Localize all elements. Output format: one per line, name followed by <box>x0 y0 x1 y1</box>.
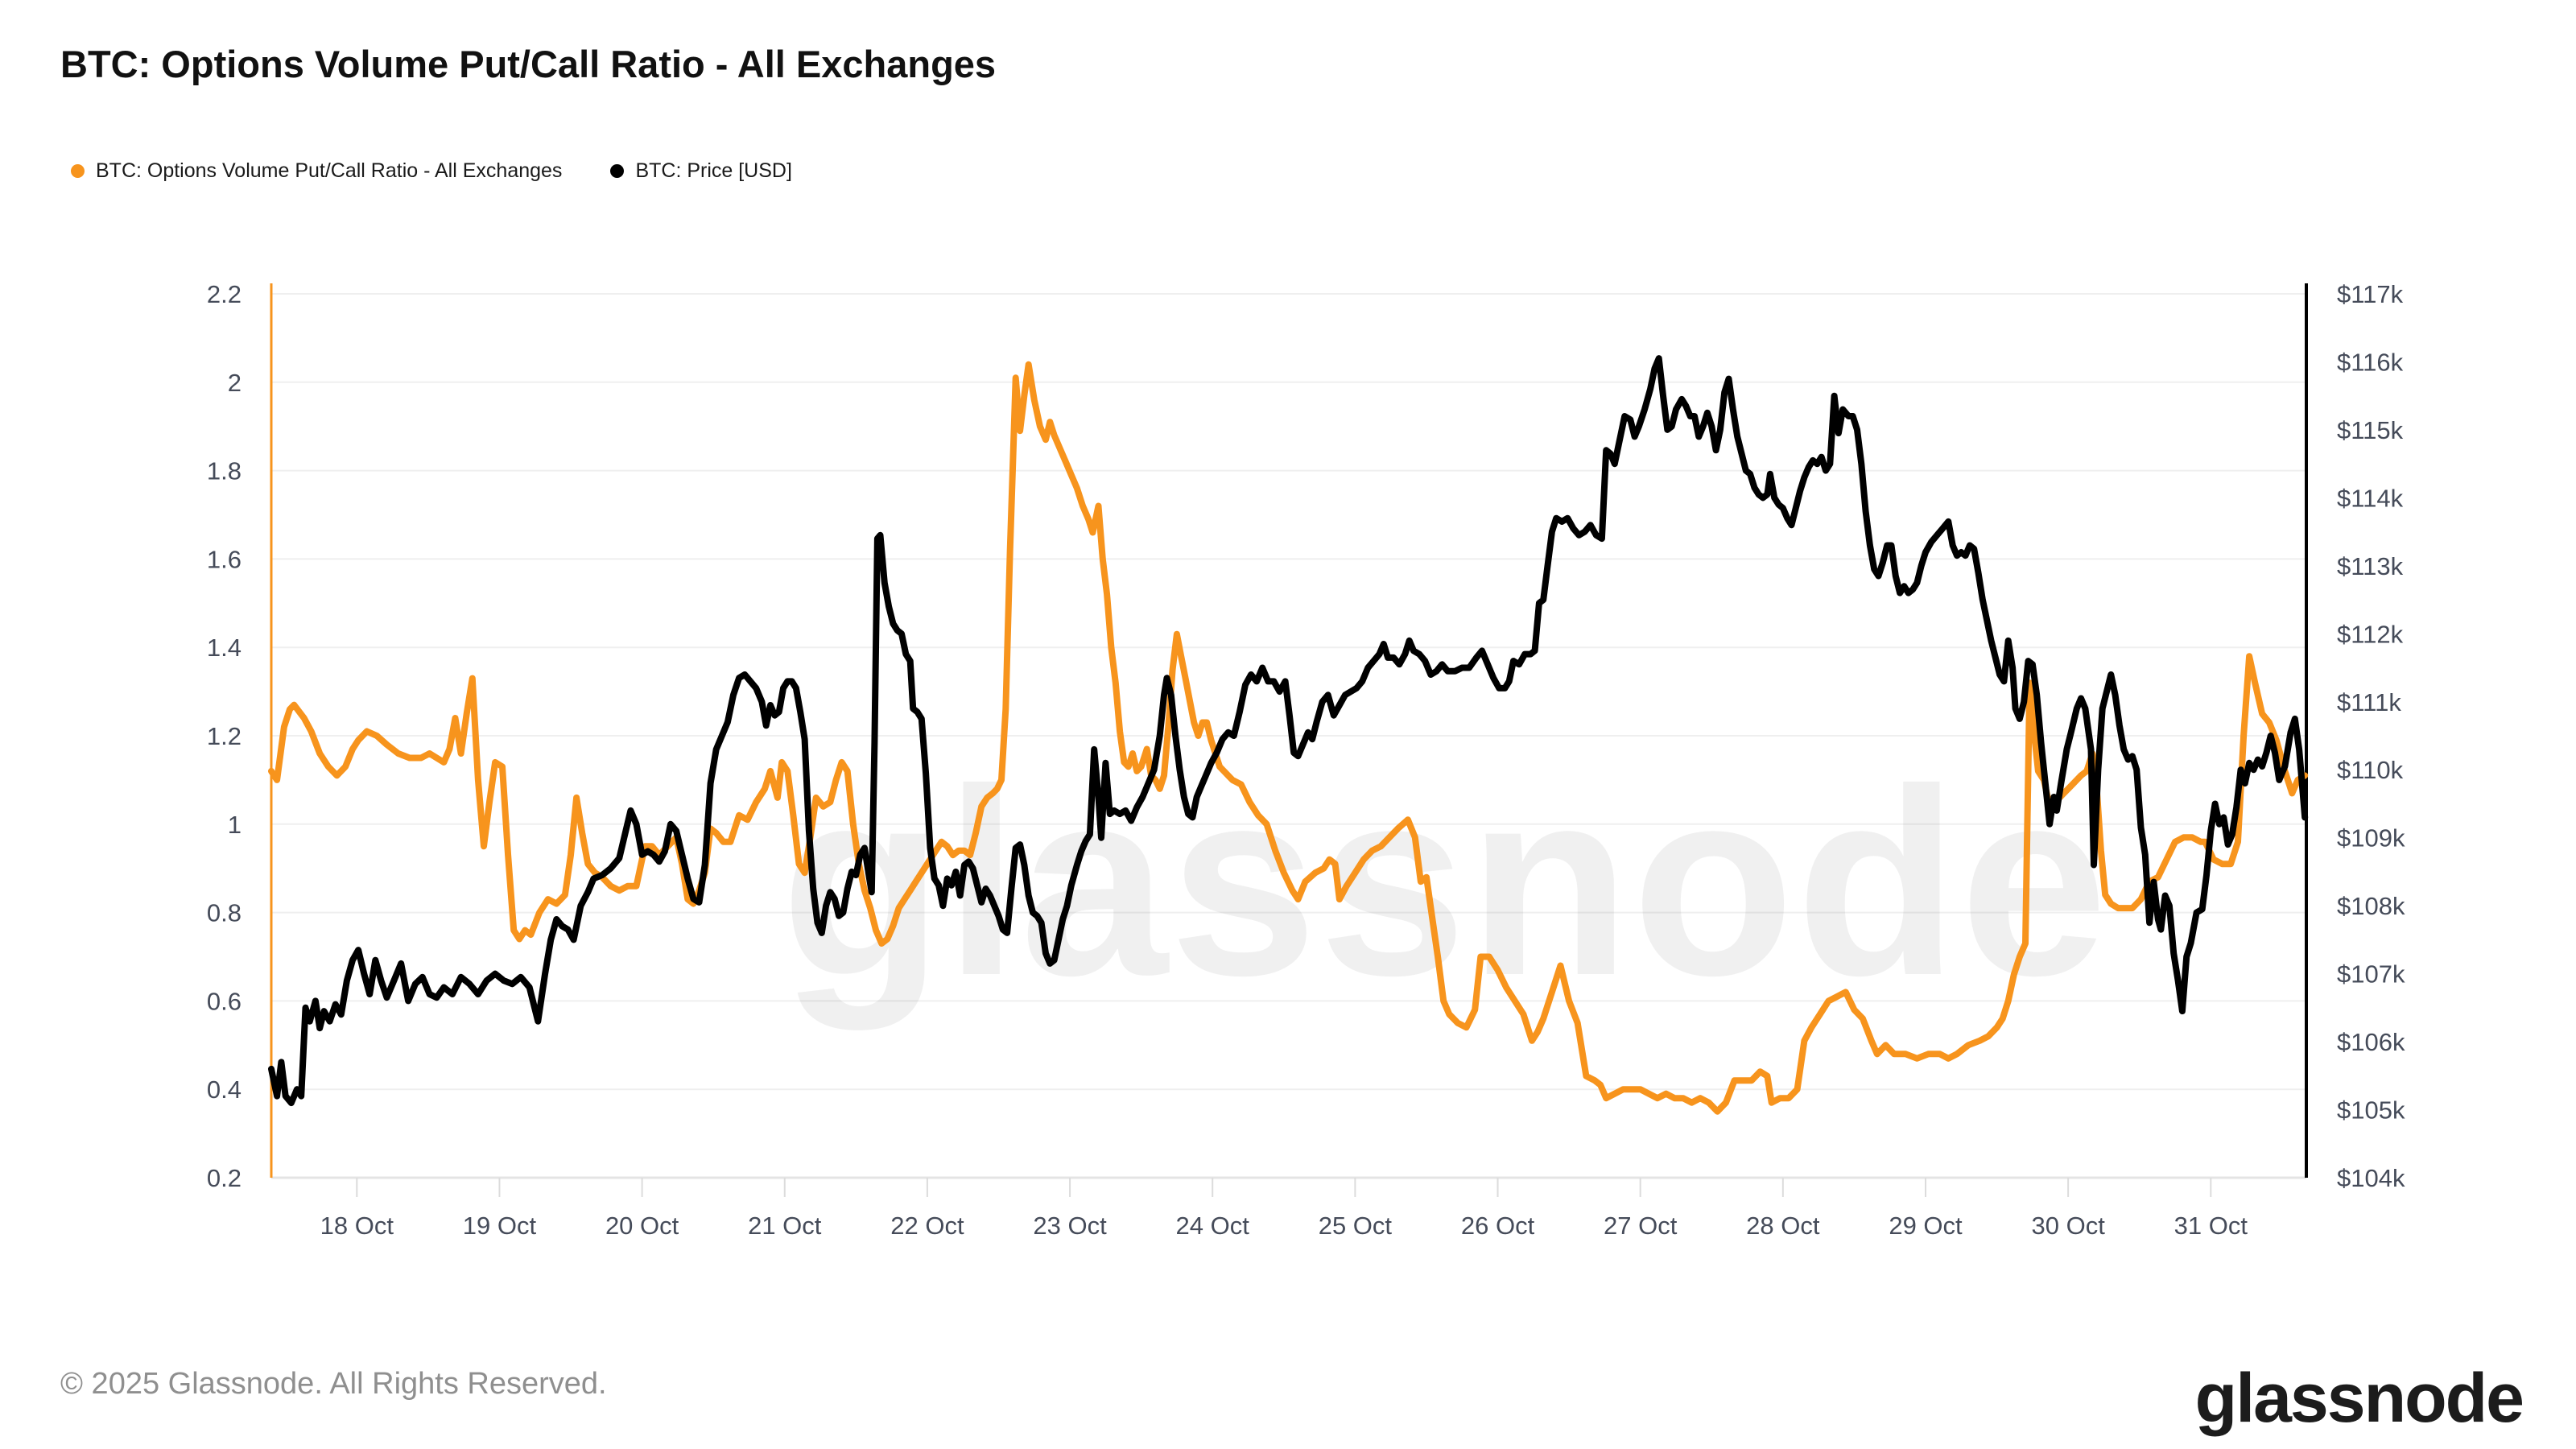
copyright-text: © 2025 Glassnode. All Rights Reserved. <box>60 1367 607 1401</box>
axis-label: 20 Oct <box>605 1212 679 1240</box>
axis-label: $117k <box>2337 280 2404 308</box>
page-title: BTC: Options Volume Put/Call Ratio - All… <box>60 43 997 85</box>
axis-label: 27 Oct <box>1604 1212 1678 1240</box>
axis-label: 2 <box>228 369 242 397</box>
series-line-btc_price_kusd <box>268 355 2309 1107</box>
axis-label: $104k <box>2337 1164 2405 1192</box>
axis-label: 30 Oct <box>2031 1212 2105 1240</box>
axis-label: 26 Oct <box>1461 1212 1535 1240</box>
series-line-put_call_ratio <box>268 361 2309 1115</box>
legend-dot-price-icon <box>610 164 625 178</box>
axis-label: 1.4 <box>207 634 242 662</box>
legend-item-ratio: BTC: Options Volume Put/Call Ratio - All… <box>71 159 562 183</box>
axis-label: 23 Oct <box>1033 1212 1107 1240</box>
axis-label: $114k <box>2337 484 2404 512</box>
axis-label: $107k <box>2337 960 2405 989</box>
axis-label: 0.2 <box>207 1164 242 1192</box>
axis-label: $112k <box>2337 620 2404 648</box>
axis-label: 2.2 <box>207 280 242 308</box>
axis-label: 1.2 <box>207 722 242 750</box>
axis-label: $108k <box>2337 892 2405 920</box>
axis-label: 21 Oct <box>748 1212 822 1240</box>
axis-label: 22 Oct <box>890 1212 964 1240</box>
axis-label: 1 <box>228 811 242 839</box>
axis-label: 1.6 <box>207 545 242 573</box>
axis-label: $113k <box>2337 552 2404 580</box>
axis-label: 24 Oct <box>1176 1212 1250 1240</box>
legend-label-ratio: BTC: Options Volume Put/Call Ratio - All… <box>96 159 563 182</box>
axis-label: 25 Oct <box>1319 1212 1393 1240</box>
axis-label: 0.8 <box>207 899 242 927</box>
axis-label: $106k <box>2337 1028 2405 1056</box>
axis-label: 31 Oct <box>2174 1212 2248 1240</box>
axis-label: 28 Oct <box>1746 1212 1820 1240</box>
glassnode-logo: glassnode <box>2194 1360 2524 1437</box>
axis-label: $111k <box>2337 688 2401 716</box>
axis-label: $110k <box>2337 756 2404 784</box>
axis-label: $105k <box>2337 1096 2405 1125</box>
axis-label: 1.8 <box>207 457 242 485</box>
axis-label: 29 Oct <box>1889 1212 1963 1240</box>
axis-label: 18 Oct <box>320 1212 394 1240</box>
axis-label: 0.4 <box>207 1075 242 1104</box>
legend-label-price: BTC: Price [USD] <box>635 159 792 182</box>
axis-label: 0.6 <box>207 987 242 1015</box>
axis-label: $116k <box>2337 348 2404 376</box>
axis-label: $115k <box>2337 416 2404 444</box>
legend-item-price: BTC: Price [USD] <box>610 159 792 183</box>
axis-label: 19 Oct <box>463 1212 537 1240</box>
legend-dot-ratio-icon <box>71 164 85 178</box>
chart-legend: BTC: Options Volume Put/Call Ratio - All… <box>71 159 828 183</box>
axis-label: $109k <box>2337 824 2405 852</box>
